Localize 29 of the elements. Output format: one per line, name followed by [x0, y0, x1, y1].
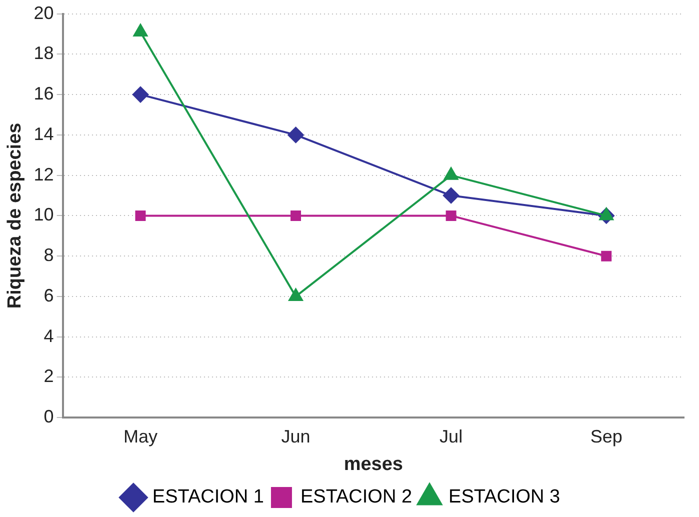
y-tick-label: 6	[44, 285, 54, 306]
point	[290, 210, 302, 221]
point	[446, 210, 456, 221]
point	[132, 86, 148, 103]
y-tick-label: 8	[44, 245, 54, 266]
legend-label: ESTACION 3	[448, 486, 560, 508]
y-tick-label: 2	[44, 366, 54, 386]
x-axis-title: meses	[344, 454, 403, 475]
x-tick-label: Jul	[440, 426, 463, 446]
point	[135, 210, 146, 221]
y-tick-label: 0	[44, 406, 54, 427]
x-tick-label: Sep	[590, 426, 622, 446]
point	[288, 288, 303, 301]
x-tick-label: May	[123, 426, 158, 446]
legend-label: ESTACION 2	[300, 486, 412, 508]
point	[288, 126, 304, 143]
y-tick-label: 12	[34, 164, 54, 184]
y-tick-label: 20	[34, 2, 54, 23]
y-tick-label: 4	[44, 326, 54, 346]
y-tick-label: 18	[34, 43, 54, 64]
y-tick-label: 10	[34, 204, 54, 225]
y-axis-title: Riqueza de especies	[4, 122, 26, 309]
legend-label: ESTACION 1	[152, 486, 264, 508]
point	[599, 208, 614, 220]
point	[443, 188, 460, 204]
y-tick-label: 16	[34, 84, 54, 104]
point	[601, 250, 612, 262]
x-tick-label: Jun	[281, 426, 310, 446]
y-tick-label: 14	[34, 124, 54, 144]
